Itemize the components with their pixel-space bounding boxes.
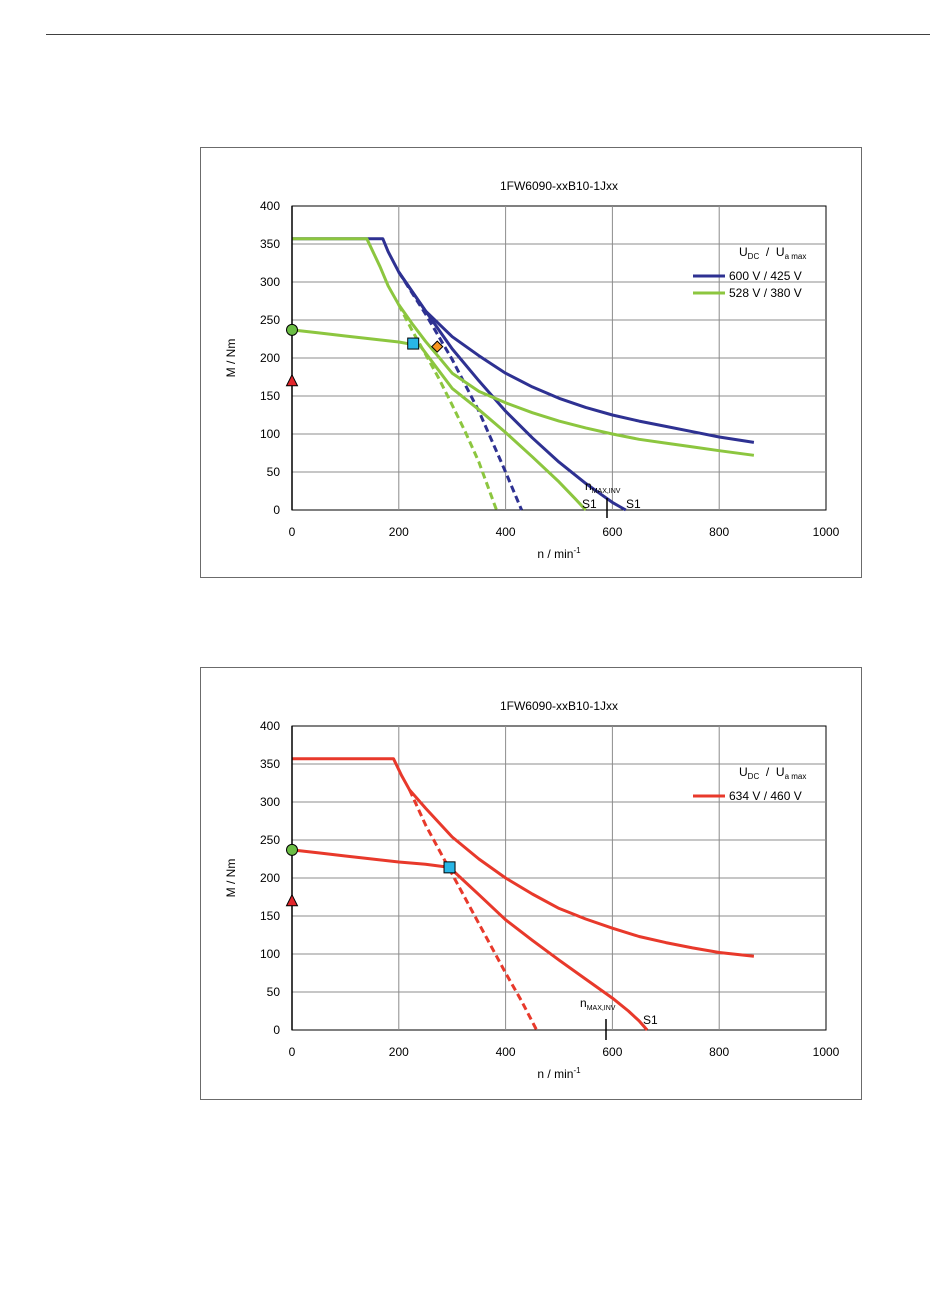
chart1-x-tick-label: 400 xyxy=(496,525,516,539)
chart2-legend-header-header-sep: / xyxy=(759,765,776,779)
chart2-x-tick-label: 200 xyxy=(389,1045,409,1059)
chart1-legend-header-header-sub: DC xyxy=(748,252,760,261)
chart2-nmax-inv-annotation: nMAX,INV xyxy=(580,996,616,1012)
chart1-marker-diamond xyxy=(431,340,444,353)
chart1-marker-circle xyxy=(286,323,298,336)
chart2-legend-header: UDC / Ua max xyxy=(739,765,806,781)
chart2-legend-header-header-sub2: a max xyxy=(785,772,807,781)
chart1-series-line-3 xyxy=(397,271,523,511)
chart2-y-tick-label: 300 xyxy=(260,795,280,809)
chart2-x-axis-label-text: n / min xyxy=(537,1067,573,1081)
chart2-legend-header-header-sub: DC xyxy=(748,772,760,781)
chart1-nmax-inv-annotation: nMAX,INV xyxy=(585,479,621,495)
chart1-x-axis-label-text: n / min xyxy=(537,547,573,561)
chart2-y-tick-label: 400 xyxy=(260,719,280,733)
chart1-series-line-6 xyxy=(397,304,498,511)
chart1-s1-annotation: S1 xyxy=(582,497,597,511)
chart1-y-tick-label: 400 xyxy=(260,199,280,213)
chart1-y-tick-label: 350 xyxy=(260,237,280,251)
chart1-series-line-5 xyxy=(291,328,587,512)
chart1-x-tick-label: 800 xyxy=(709,525,729,539)
chart2-y-tick-label: 0 xyxy=(273,1023,280,1037)
chart2-s1-annotation: S1 xyxy=(643,1013,658,1027)
chart-panel-1: 1FW6090-xxB10-1Jxx 0 200 400 600 800 1000 0 50 10… xyxy=(200,147,862,578)
chart1-y-tick-label: 300 xyxy=(260,275,280,289)
chart1-marker-triangle xyxy=(285,373,299,387)
chart1-x-tick-label: 0 xyxy=(289,525,296,539)
chart2-series-line-1 xyxy=(292,757,755,958)
chart2-legend-label-1: 634 V / 460 V xyxy=(729,789,802,803)
chart2-y-tick-label: 200 xyxy=(260,871,280,885)
chart1-y-tick-label: 200 xyxy=(260,351,280,365)
torque-speed-chart-1: 1FW6090-xxB10-1Jxx 0 200 400 600 800 1000 0 50 10… xyxy=(224,179,840,561)
chart1-title: 1FW6090-xxB10-1Jxx xyxy=(500,179,618,193)
chart1-y-tick-label: 0 xyxy=(273,503,280,517)
chart2-x-axis-label: n / min-1 xyxy=(537,1066,581,1081)
chart1-series-line-2 xyxy=(397,271,627,512)
chart2-y-tick-label: 150 xyxy=(260,909,280,923)
chart1-x-tick-label: 1000 xyxy=(813,525,840,539)
chart2-marker-circle xyxy=(286,843,298,856)
chart2-x-tick-label: 0 xyxy=(289,1045,296,1059)
chart1-y-tick-label: 150 xyxy=(260,389,280,403)
chart1-legend-header: UDC / Ua max xyxy=(739,245,806,261)
chart2-x-tick-label: 1000 xyxy=(813,1045,840,1059)
chart1-legend-label-2: 528 V / 380 V xyxy=(729,286,802,300)
chart2-marker-triangle xyxy=(285,893,299,907)
chart2-x-tick-label: 600 xyxy=(602,1045,622,1059)
chart2-x-axis-label-sup: -1 xyxy=(573,1066,581,1075)
chart2-y-tick-label: 350 xyxy=(260,757,280,771)
torque-speed-chart-2: 1FW6090-xxB10-1Jxx 0 200 400 600 800 1000 0 50 10… xyxy=(224,699,840,1081)
chart2-title: 1FW6090-xxB10-1Jxx xyxy=(500,699,618,713)
chart2-legend-header-header-main2: U xyxy=(776,765,785,779)
chart1-legend-header-header-main: U xyxy=(739,245,748,259)
chart1-legend-header-header-sep: / xyxy=(759,245,776,259)
chart2-marker-square xyxy=(443,861,456,874)
chart2-x-tick-label: 400 xyxy=(496,1045,516,1059)
chart1-legend-label-1: 600 V / 425 V xyxy=(729,269,802,283)
chart2-series-line-2 xyxy=(291,848,649,1031)
chart1-x-tick-label: 200 xyxy=(389,525,409,539)
chart2-y-tick-label: 100 xyxy=(260,947,280,961)
chart1-x-axis-label: n / min-1 xyxy=(537,546,581,561)
chart1-s1-annotation: S1 xyxy=(626,497,641,511)
chart2-series-line-3 xyxy=(408,789,538,1031)
chart1-marker-square xyxy=(407,337,420,350)
chart2-y-axis-label: M / Nm xyxy=(224,859,238,898)
chart1-series-line-1 xyxy=(292,237,755,444)
chart2-y-tick-label: 50 xyxy=(267,985,281,999)
chart2-y-tick-label: 250 xyxy=(260,833,280,847)
chart1-legend-header-header-main2: U xyxy=(776,245,785,259)
chart1-y-tick-label: 100 xyxy=(260,427,280,441)
chart1-y-tick-label: 250 xyxy=(260,313,280,327)
chart1-y-axis-label: M / Nm xyxy=(224,339,238,378)
chart2-legend-header-header-main: U xyxy=(739,765,748,779)
chart-panel-2: 1FW6090-xxB10-1Jxx 0 200 400 600 800 1000 0 50 10… xyxy=(200,667,862,1100)
chart1-y-tick-label: 50 xyxy=(267,465,281,479)
chart1-legend-header-header-sub2: a max xyxy=(785,252,807,261)
page-top-rule xyxy=(46,34,930,35)
chart1-series-line-4 xyxy=(292,237,755,457)
chart2-x-tick-label: 800 xyxy=(709,1045,729,1059)
chart1-x-axis-label-sup: -1 xyxy=(573,546,581,555)
chart1-x-tick-label: 600 xyxy=(602,525,622,539)
